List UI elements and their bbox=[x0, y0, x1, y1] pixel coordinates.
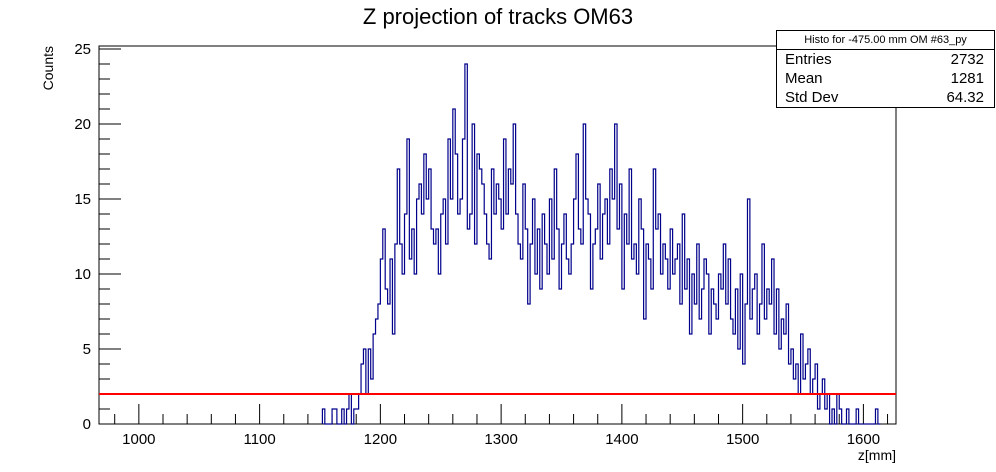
stats-box: Histo for -475.00 mm OM #63_py Entries 2… bbox=[776, 30, 995, 108]
plot-frame bbox=[98, 45, 897, 425]
x-tick-label: 1200 bbox=[364, 431, 397, 448]
stats-header: Histo for -475.00 mm OM #63_py bbox=[777, 31, 994, 50]
x-tick-label: 1500 bbox=[726, 431, 759, 448]
stats-value: 64.32 bbox=[946, 89, 984, 106]
y-tick-label: 20 bbox=[74, 116, 91, 133]
x-tick-label: 1600 bbox=[847, 431, 880, 448]
stats-row-entries: Entries 2732 bbox=[777, 50, 994, 69]
y-axis-label: Counts bbox=[40, 46, 56, 90]
stats-row-mean: Mean 1281 bbox=[777, 69, 994, 88]
y-tick-label: 25 bbox=[74, 41, 91, 58]
x-tick-label: 1100 bbox=[243, 431, 275, 448]
y-tick-label: 5 bbox=[83, 341, 91, 358]
histogram-series bbox=[321, 63, 881, 425]
x-tick-label: 1300 bbox=[484, 431, 517, 448]
y-tick-label: 10 bbox=[74, 266, 91, 283]
stats-row-stddev: Std Dev 64.32 bbox=[777, 88, 994, 107]
x-axis-label: z[mm] bbox=[858, 447, 896, 463]
stats-value: 1281 bbox=[950, 70, 984, 87]
stats-label: Std Dev bbox=[785, 89, 839, 106]
chart-title: Z projection of tracks OM63 bbox=[362, 4, 634, 29]
stats-value: 2732 bbox=[950, 51, 984, 68]
x-tick-label: 1400 bbox=[605, 431, 638, 448]
stats-label: Entries bbox=[785, 51, 832, 68]
x-tick-label: 1000 bbox=[122, 431, 155, 448]
stats-label: Mean bbox=[785, 70, 823, 87]
y-tick-label: 15 bbox=[74, 191, 91, 208]
y-tick-label: 0 bbox=[83, 416, 91, 433]
